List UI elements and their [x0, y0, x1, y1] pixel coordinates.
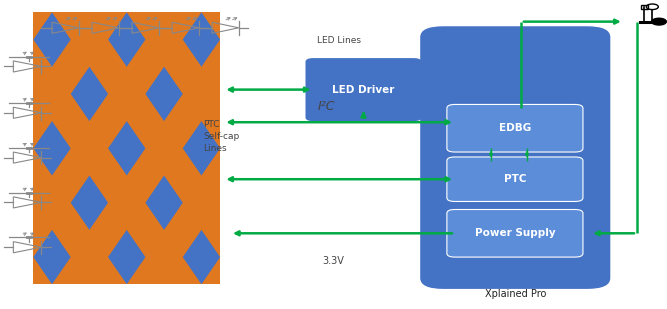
Polygon shape: [220, 284, 257, 309]
Polygon shape: [145, 67, 183, 121]
Polygon shape: [183, 12, 220, 67]
FancyBboxPatch shape: [305, 58, 422, 121]
Polygon shape: [33, 230, 71, 284]
FancyBboxPatch shape: [420, 26, 610, 289]
Text: EDBG: EDBG: [499, 123, 531, 133]
Polygon shape: [33, 12, 71, 67]
Polygon shape: [145, 284, 183, 309]
Polygon shape: [257, 230, 295, 284]
Polygon shape: [183, 230, 220, 284]
Polygon shape: [108, 230, 145, 284]
Text: PTC
Self-cap
Lines: PTC Self-cap Lines: [203, 120, 239, 153]
Polygon shape: [71, 284, 108, 309]
FancyBboxPatch shape: [447, 210, 583, 257]
Polygon shape: [220, 176, 257, 230]
Polygon shape: [71, 0, 108, 12]
Polygon shape: [33, 121, 71, 176]
Polygon shape: [71, 176, 108, 230]
Text: LED Lines: LED Lines: [317, 36, 361, 45]
Polygon shape: [257, 121, 295, 176]
Polygon shape: [183, 121, 220, 176]
FancyBboxPatch shape: [447, 104, 583, 152]
Polygon shape: [0, 284, 33, 309]
Text: I²C: I²C: [318, 100, 336, 113]
Text: LED Driver: LED Driver: [332, 85, 395, 95]
Text: Power Supply: Power Supply: [475, 228, 555, 238]
Polygon shape: [0, 176, 33, 230]
Polygon shape: [257, 12, 295, 67]
Circle shape: [652, 18, 666, 25]
Text: 3.3V: 3.3V: [323, 256, 344, 266]
Text: Xplained Pro: Xplained Pro: [484, 289, 546, 298]
Polygon shape: [220, 67, 257, 121]
FancyBboxPatch shape: [33, 12, 220, 284]
Polygon shape: [108, 121, 145, 176]
Polygon shape: [108, 12, 145, 67]
Polygon shape: [145, 176, 183, 230]
FancyBboxPatch shape: [447, 157, 583, 201]
Text: PTC: PTC: [504, 174, 526, 184]
Bar: [33, 12, 220, 284]
Polygon shape: [0, 67, 33, 121]
Bar: [641, 5, 648, 9]
Polygon shape: [71, 67, 108, 121]
Polygon shape: [220, 0, 257, 12]
Polygon shape: [0, 0, 33, 12]
Polygon shape: [145, 0, 183, 12]
